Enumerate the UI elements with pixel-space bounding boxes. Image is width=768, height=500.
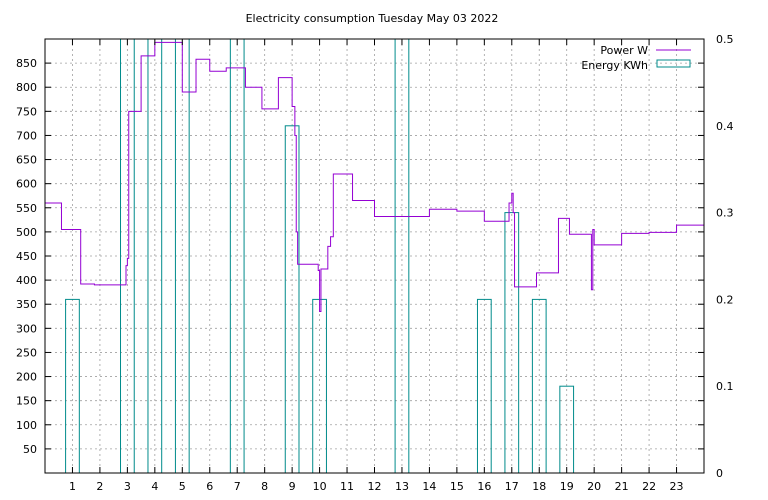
y-tick-label: 800 <box>16 81 37 94</box>
x-tick-label: 16 <box>477 480 491 493</box>
legend: Power W Energy KWh <box>581 44 691 72</box>
y2-tick-label: 0.3 <box>716 207 734 220</box>
y-tick-label: 450 <box>16 250 37 263</box>
x-tick-label: 17 <box>505 480 519 493</box>
axes: 5010015020025030035040045050055060065070… <box>16 33 734 493</box>
y-tick-label: 150 <box>16 395 37 408</box>
x-tick-label: 11 <box>340 480 354 493</box>
legend-label-power: Power W <box>600 44 648 57</box>
x-tick-label: 8 <box>261 480 268 493</box>
x-tick-label: 7 <box>234 480 241 493</box>
y-tick-label: 200 <box>16 371 37 384</box>
x-tick-label: 2 <box>96 480 103 493</box>
y-tick-label: 500 <box>16 226 37 239</box>
legend-label-energy: Energy KWh <box>581 59 648 72</box>
x-tick-label: 22 <box>642 480 656 493</box>
x-tick-label: 6 <box>206 480 213 493</box>
x-tick-label: 13 <box>395 480 409 493</box>
y-tick-label: 300 <box>16 322 37 335</box>
x-tick-label: 12 <box>368 480 382 493</box>
energy-bar <box>504 212 520 474</box>
x-tick-label: 9 <box>289 480 296 493</box>
y2-tick-label: 0 <box>716 467 723 480</box>
chart-title: Electricity consumption Tuesday May 03 2… <box>246 12 499 25</box>
y-tick-label: 550 <box>16 202 37 215</box>
legend-swatch-energy <box>656 59 691 68</box>
y-tick-label: 700 <box>16 129 37 142</box>
x-tick-label: 21 <box>615 480 629 493</box>
y-tick-label: 50 <box>23 443 37 456</box>
y2-tick-label: 0.2 <box>716 293 734 306</box>
y-tick-label: 850 <box>16 57 37 70</box>
x-tick-label: 23 <box>670 480 684 493</box>
x-tick-label: 4 <box>151 480 158 493</box>
x-tick-label: 19 <box>560 480 574 493</box>
y-tick-label: 400 <box>16 274 37 287</box>
x-tick-label: 14 <box>422 480 436 493</box>
y-tick-label: 250 <box>16 346 37 359</box>
power-line <box>45 41 704 312</box>
x-tick-label: 3 <box>124 480 131 493</box>
x-tick-label: 5 <box>179 480 186 493</box>
y-tick-label: 600 <box>16 178 37 191</box>
grid-lines <box>45 39 704 473</box>
x-tick-label: 10 <box>313 480 327 493</box>
y-tick-label: 650 <box>16 154 37 167</box>
y2-tick-label: 0.5 <box>716 33 734 46</box>
y2-tick-label: 0.1 <box>716 380 734 393</box>
y2-tick-label: 0.4 <box>716 120 734 133</box>
x-tick-label: 15 <box>450 480 464 493</box>
power-series-line <box>45 41 704 312</box>
y-tick-label: 100 <box>16 419 37 432</box>
y-tick-label: 750 <box>16 105 37 118</box>
x-tick-label: 18 <box>532 480 546 493</box>
x-tick-label: 1 <box>69 480 76 493</box>
y-tick-label: 350 <box>16 298 37 311</box>
x-tick-label: 20 <box>587 480 601 493</box>
